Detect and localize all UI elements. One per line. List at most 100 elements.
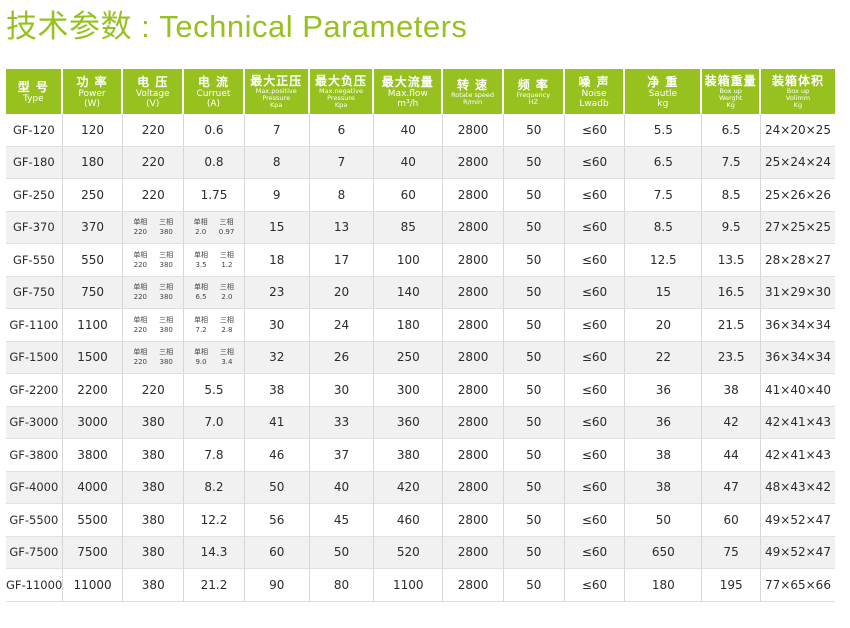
- cell-power: 3000: [62, 406, 124, 439]
- cell-freq: 50: [503, 146, 565, 179]
- cell-power: 7500: [62, 536, 124, 569]
- column-header-cn: 频 率: [517, 77, 549, 92]
- column-header-cn: 功 率: [76, 74, 108, 89]
- single-phase-label: 单相: [194, 283, 209, 292]
- cell-power: 11000: [62, 569, 124, 602]
- single-phase-label: 单相: [133, 315, 148, 324]
- single-phase-value: 单相 220: [133, 250, 147, 270]
- cell-box-w: 42: [702, 406, 761, 439]
- cell-noise: ≤60: [564, 244, 626, 277]
- cell-current: 单相 6.5 三相 2.0: [184, 276, 245, 309]
- single-phase-number: 7.2: [195, 325, 207, 334]
- cell-noise: ≤60: [564, 471, 626, 504]
- cell-freq: 50: [503, 374, 565, 407]
- cell-pos: 50: [244, 471, 310, 504]
- cell-current: 7.8: [184, 439, 245, 472]
- cell-freq: 50: [503, 211, 565, 244]
- cell-flow: 140: [374, 276, 444, 309]
- cell-box-v: 36×34×34: [761, 341, 835, 374]
- cell-pos: 7: [244, 114, 310, 147]
- cell-current: 7.0: [184, 406, 245, 439]
- column-header-en: Power: [78, 88, 106, 99]
- column-header: 装箱重量 Box up Werght Kg: [702, 69, 761, 114]
- single-phase-value: 单相 7.2: [194, 315, 208, 335]
- three-phase-number: 3.4: [221, 358, 233, 367]
- single-phase-label: 单相: [194, 250, 209, 259]
- cell-voltage: 380: [123, 406, 185, 439]
- three-phase-label: 三相: [219, 283, 234, 292]
- cell-current: 8.2: [184, 471, 245, 504]
- cell-noise: ≤60: [564, 374, 626, 407]
- cell-neg: 26: [309, 341, 375, 374]
- cell-voltage: 单相 220 三相 380: [123, 309, 185, 342]
- cell-box-v: 42×41×43: [761, 439, 835, 472]
- three-phase-value: 三相 3.4: [220, 347, 234, 367]
- cell-freq: 50: [503, 179, 565, 212]
- table-row: GF-370 370 单相 220 三相 380 单相 2.0 三相 0.97 15 13 85 2800…: [6, 211, 835, 244]
- cell-box-v: 25×26×26: [761, 179, 835, 212]
- cell-flow: 180: [374, 309, 444, 342]
- table-row: GF-3800 3800 380 7.8 46 37 380 2800 50 ≤60 38 44 42×…: [6, 439, 835, 472]
- cell-type: GF-3800: [6, 439, 63, 472]
- cell-pos: 46: [244, 439, 310, 472]
- single-phase-label: 单相: [133, 218, 148, 227]
- cell-flow: 420: [374, 471, 444, 504]
- cell-freq: 50: [503, 569, 565, 602]
- cell-noise: ≤60: [564, 569, 626, 602]
- cell-speed: 2800: [443, 276, 504, 309]
- cell-speed: 2800: [443, 374, 504, 407]
- title-en: Technical Parameters: [159, 9, 468, 44]
- title-separator: :: [132, 9, 160, 44]
- column-header-cn: 最大负压: [314, 74, 367, 88]
- cell-type: GF-11000: [6, 569, 63, 602]
- column-header-en: Kg: [726, 101, 735, 109]
- cell-speed: 2800: [443, 569, 504, 602]
- cell-net: 7.5: [625, 179, 703, 212]
- cell-type: GF-5500: [6, 504, 63, 537]
- single-phase-number: 9.0: [195, 358, 207, 367]
- cell-type: GF-120: [6, 114, 63, 147]
- three-phase-value: 三相 380: [159, 282, 173, 302]
- column-header: 频 率 Frequency HZ: [503, 69, 565, 114]
- cell-speed: 2800: [443, 309, 504, 342]
- cell-pos: 15: [244, 211, 310, 244]
- single-phase-number: 220: [133, 228, 147, 237]
- cell-power: 370: [62, 211, 124, 244]
- cell-type: GF-750: [6, 276, 63, 309]
- column-header-en: Pressure: [262, 94, 291, 102]
- cell-flow: 40: [374, 114, 444, 147]
- cell-type: GF-7500: [6, 536, 63, 569]
- cell-speed: 2800: [443, 244, 504, 277]
- cell-box-w: 38: [702, 374, 761, 407]
- column-header-en: Lwadb: [579, 98, 609, 109]
- column-header-cn: 装箱体积: [771, 74, 824, 88]
- cell-box-w: 195: [702, 569, 761, 602]
- cell-voltage: 220: [123, 374, 185, 407]
- column-header-en: Max.flow: [387, 88, 428, 99]
- column-header: 装箱体积 Box up Volimm Kg: [761, 69, 835, 114]
- column-header: 转 速 Rotate speed R/min: [443, 69, 504, 114]
- single-phase-number: 2.0: [195, 228, 207, 237]
- cell-current: 0.8: [184, 146, 245, 179]
- cell-net: 38: [625, 471, 703, 504]
- column-header-en: Noise: [581, 88, 607, 99]
- split-value: 单相 220 三相 380: [123, 217, 183, 237]
- single-phase-value: 单相 220: [133, 347, 147, 367]
- cell-power: 1100: [62, 309, 124, 342]
- single-phase-label: 单相: [133, 348, 148, 357]
- cell-freq: 50: [503, 309, 565, 342]
- three-phase-value: 三相 1.2: [220, 250, 234, 270]
- single-phase-value: 单相 220: [133, 315, 147, 335]
- cell-box-w: 7.5: [702, 146, 761, 179]
- column-header-en: m³/h: [397, 98, 419, 109]
- cell-noise: ≤60: [564, 276, 626, 309]
- column-header-cn: 电 压: [137, 74, 169, 89]
- table-row: GF-4000 4000 380 8.2 50 40 420 2800 50 ≤60 38 47 48×…: [6, 471, 835, 504]
- cell-net: 5.5: [625, 114, 703, 147]
- cell-voltage: 单相 220 三相 380: [123, 244, 185, 277]
- column-header-en: R/min: [463, 97, 483, 106]
- cell-flow: 460: [374, 504, 444, 537]
- column-header-cn: 净 重: [647, 74, 679, 89]
- three-phase-number: 2.0: [221, 293, 233, 302]
- single-phase-value: 单相 2.0: [194, 217, 208, 237]
